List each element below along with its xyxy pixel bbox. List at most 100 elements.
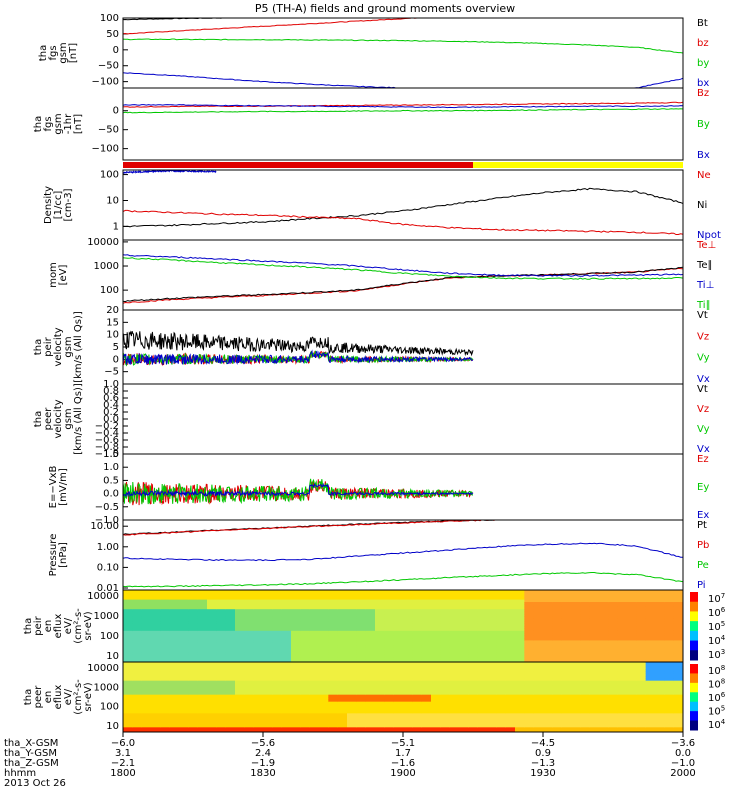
heatmap-cell (440, 616, 451, 620)
heatmap-cell (468, 599, 479, 603)
heatmap-cell (365, 673, 376, 677)
heatmap-cell (440, 659, 451, 663)
heatmap-cell (440, 642, 451, 646)
heatmap-cell (160, 597, 171, 601)
heatmap-cell (197, 662, 208, 665)
heatmap-cell (431, 713, 441, 717)
legend-entry-Vy: Vy (697, 353, 710, 364)
heatmap-cell (515, 638, 525, 641)
heatmap-cell (151, 635, 161, 639)
heatmap-cell (636, 635, 647, 639)
heatmap-cell (225, 650, 236, 653)
heatmap-cell (179, 635, 189, 639)
heatmap-cell (552, 687, 563, 691)
heatmap-cell (421, 614, 432, 617)
heatmap-cell (281, 614, 292, 617)
heatmap-cell (459, 678, 469, 682)
heatmap-cell (533, 606, 544, 610)
heatmap-cell (365, 669, 376, 672)
heatmap-cell (599, 690, 609, 693)
heatmap-cell (225, 711, 236, 714)
heatmap-cell (272, 642, 283, 646)
heatmap-cell (235, 727, 245, 731)
heatmap-cell (459, 694, 469, 698)
heatmap-cell (561, 715, 572, 719)
heatmap-cell (421, 606, 432, 610)
heatmap-cell (132, 708, 143, 712)
heatmap-cell (477, 713, 488, 717)
heatmap-cell (655, 697, 665, 700)
heatmap-cell (571, 680, 581, 684)
heatmap-cell (421, 701, 432, 705)
heatmap-cell (524, 633, 535, 637)
heatmap-cell (543, 720, 553, 724)
heatmap-cell (431, 729, 441, 733)
heatmap-cell (365, 616, 376, 620)
heatmap-cell (608, 690, 619, 693)
heatmap-cell (552, 718, 563, 721)
heatmap-cell (319, 666, 329, 670)
heatmap-cell (347, 666, 357, 670)
heatmap-cell (645, 611, 656, 615)
heatmap-cell (393, 694, 404, 698)
heatmap-cell (393, 623, 404, 627)
heatmap-cell (599, 725, 609, 728)
heatmap-cell (440, 618, 451, 622)
heatmap-cell (281, 657, 292, 661)
heatmap-cell (179, 594, 189, 598)
heatmap-cell (468, 662, 479, 665)
heatmap-cell (543, 694, 553, 698)
heatmap-cell (468, 680, 479, 684)
heatmap-cell (552, 729, 563, 733)
heatmap-cell (617, 640, 628, 644)
heatmap-cell (244, 642, 255, 646)
heatmap-cell (347, 594, 357, 598)
heatmap-cell (356, 604, 367, 608)
heatmap-cell (655, 638, 665, 641)
heatmap-cell (673, 706, 684, 710)
heatmap-cell (384, 680, 395, 684)
heatmap-cell (403, 664, 413, 668)
heatmap-cell (403, 678, 413, 682)
heatmap-cell (580, 590, 591, 593)
heatmap-cell (664, 645, 675, 649)
heatmap-cell (487, 687, 497, 691)
heatmap-cell (608, 602, 619, 605)
heatmap-cell (673, 616, 684, 620)
heatmap-cell (664, 666, 675, 670)
heatmap-cell (309, 623, 320, 627)
heatmap-cell (281, 626, 292, 629)
heatmap-cell (207, 692, 217, 696)
heatmap-cell (179, 706, 189, 710)
y-tick-label: −0.2 (95, 421, 119, 432)
heatmap-cell (365, 650, 376, 653)
heatmap-cell (412, 606, 423, 610)
x-tick-time: 1900 (390, 768, 415, 779)
heatmap-cell (664, 654, 675, 658)
heatmap-cell (468, 701, 479, 705)
heatmap-cell (645, 722, 656, 726)
heatmap-cell (151, 621, 161, 625)
heatmap-cell (216, 628, 227, 632)
heatmap-cell (300, 645, 311, 649)
heatmap-cell (300, 628, 311, 632)
heatmap-cell (337, 599, 348, 603)
heatmap-cell (664, 725, 675, 728)
heatmap-cell (580, 628, 591, 632)
heatmap-cell (207, 711, 217, 714)
heatmap-cell (235, 630, 245, 634)
heatmap-cell (123, 664, 133, 668)
heatmap-cell (673, 678, 684, 682)
heatmap-cell (365, 718, 376, 721)
heatmap-cell (347, 720, 357, 724)
heatmap-cell (263, 725, 273, 728)
heatmap-cell (356, 669, 367, 672)
heatmap-cell (477, 666, 488, 670)
heatmap-cell (571, 659, 581, 663)
heatmap-cell (309, 618, 320, 622)
heatmap-cell (281, 594, 292, 598)
heatmap-cell (524, 664, 535, 668)
heatmap-cell (599, 602, 609, 605)
heatmap-cell (132, 664, 143, 668)
